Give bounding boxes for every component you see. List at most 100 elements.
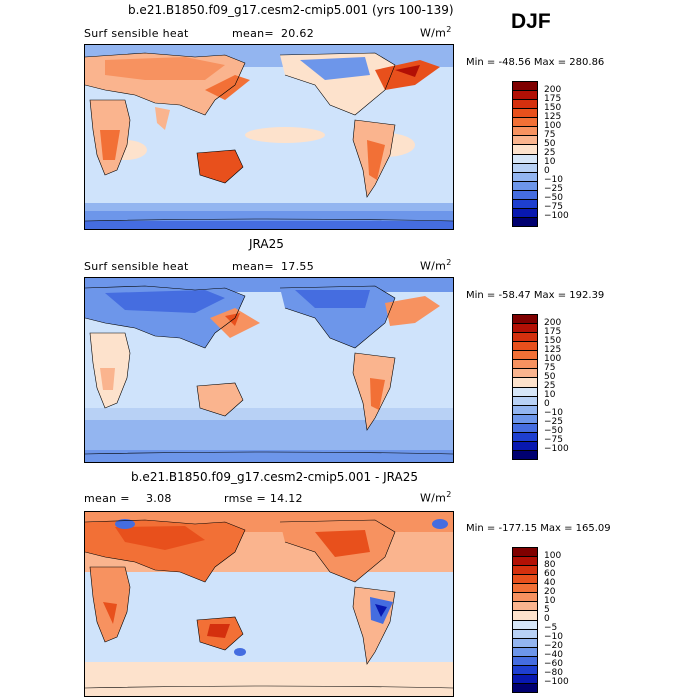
panel3-colorbar (512, 547, 538, 693)
colorbar-swatch (513, 656, 537, 666)
colorbar-tick-label: −10 (544, 407, 563, 418)
colorbar-swatch (513, 82, 537, 92)
colorbar-tick-label: −100 (544, 210, 569, 221)
panel3-mean-label: mean = (84, 492, 130, 505)
colorbar-swatch (513, 584, 537, 594)
colorbar-swatch (513, 647, 537, 657)
colorbar-tick-label: 100 (544, 120, 562, 131)
panel1-units: W/m2 (420, 25, 452, 40)
colorbar-swatch (513, 208, 537, 218)
panel1-colorbar-labels: 200 175 150 125 100 75 50 25 10 0 −10 −25 −50 −75 −100 (544, 81, 584, 225)
colorbar-swatch (513, 181, 537, 191)
colorbar-tick-label: −100 (544, 676, 569, 687)
colorbar-swatch (513, 620, 537, 630)
panel3-units: W/m2 (420, 490, 452, 505)
colorbar-swatch (513, 450, 537, 459)
colorbar-tick-label: 150 (544, 335, 562, 346)
panel3-map-svg (85, 512, 453, 696)
panel2-colorbar-labels: 200 175 150 125 100 75 50 25 10 0 −10 −25 −50 −75 −100 (544, 314, 584, 458)
colorbar-swatch (513, 109, 537, 119)
colorbar-tick-label: 75 (544, 129, 556, 140)
colorbar-swatch (513, 665, 537, 675)
colorbar-swatch (513, 602, 537, 612)
season-label: DJF (511, 10, 551, 33)
colorbar-tick-label: −60 (544, 658, 563, 669)
colorbar-tick-label: 0 (544, 165, 550, 176)
colorbar-tick-label: −25 (544, 183, 563, 194)
colorbar-swatch (513, 190, 537, 200)
colorbar-tick-label: −75 (544, 201, 563, 212)
colorbar-tick-label: −20 (544, 640, 563, 651)
colorbar-swatch (513, 683, 537, 692)
colorbar-swatch (513, 91, 537, 101)
colorbar-swatch (513, 315, 537, 325)
colorbar-swatch (513, 629, 537, 639)
colorbar-swatch (513, 172, 537, 182)
colorbar-swatch (513, 432, 537, 442)
panel3-mean-value: 3.08 (146, 492, 172, 505)
colorbar-tick-label: 40 (544, 577, 556, 588)
panel2-colorbar (512, 314, 538, 460)
colorbar-tick-label: 25 (544, 380, 556, 391)
colorbar-tick-label: 80 (544, 559, 556, 570)
panel2-map-svg (85, 278, 453, 462)
colorbar-tick-label: −10 (544, 631, 563, 642)
panel1-colorbar (512, 81, 538, 227)
colorbar-tick-label: −10 (544, 174, 563, 185)
colorbar-tick-label: 75 (544, 362, 556, 373)
panel3-colorbar-labels: 100 80 60 40 20 10 5 0 −5 −10 −20 −40 −60 −80 −100 (544, 547, 584, 691)
colorbar-tick-label: −50 (544, 192, 563, 203)
colorbar-tick-label: 10 (544, 156, 556, 167)
colorbar-swatch (513, 199, 537, 209)
colorbar-tick-label: 0 (544, 613, 550, 624)
colorbar-tick-label: 50 (544, 138, 556, 149)
panel3-title: b.e21.B1850.f09_g17.cesm2-cmip5.001 - JR… (131, 470, 418, 484)
colorbar-tick-label: −50 (544, 425, 563, 436)
colorbar-swatch (513, 360, 537, 370)
colorbar-swatch (513, 127, 537, 137)
colorbar-swatch (513, 566, 537, 576)
colorbar-swatch (513, 593, 537, 603)
colorbar-tick-label: 10 (544, 389, 556, 400)
colorbar-swatch (513, 441, 537, 451)
colorbar-tick-label: 100 (544, 353, 562, 364)
colorbar-swatch (513, 145, 537, 155)
panel2-units: W/m2 (420, 258, 452, 273)
colorbar-swatch (513, 414, 537, 424)
panel2-map (84, 277, 454, 463)
colorbar-swatch (513, 396, 537, 406)
colorbar-swatch (513, 674, 537, 684)
colorbar-swatch (513, 557, 537, 567)
panel2-field-label: Surf sensible heat (84, 260, 189, 273)
colorbar-tick-label: 175 (544, 326, 562, 337)
colorbar-tick-label: 10 (544, 595, 556, 606)
panel2-mean-label: mean= (232, 260, 274, 273)
colorbar-tick-label: 100 (544, 550, 562, 561)
colorbar-tick-label: −25 (544, 416, 563, 427)
panel2-title: JRA25 (249, 237, 284, 251)
colorbar-swatch (513, 118, 537, 128)
colorbar-tick-label: −100 (544, 443, 569, 454)
colorbar-swatch (513, 136, 537, 146)
colorbar-swatch (513, 100, 537, 110)
panel2-minmax: Min = -58.47 Max = 192.39 (466, 290, 605, 301)
panel3-map (84, 511, 454, 697)
colorbar-swatch (513, 611, 537, 621)
colorbar-tick-label: 5 (544, 604, 550, 615)
colorbar-swatch (513, 575, 537, 585)
colorbar-swatch (513, 638, 537, 648)
colorbar-tick-label: 200 (544, 84, 562, 95)
panel1-map (84, 44, 454, 230)
colorbar-swatch (513, 405, 537, 415)
colorbar-tick-label: −5 (544, 622, 558, 633)
colorbar-tick-label: 50 (544, 371, 556, 382)
colorbar-tick-label: 175 (544, 93, 562, 104)
panel3-rmse: rmse = 14.12 (224, 492, 303, 505)
panel1-field-label: Surf sensible heat (84, 27, 189, 40)
colorbar-swatch (513, 333, 537, 343)
colorbar-swatch (513, 342, 537, 352)
colorbar-swatch (513, 154, 537, 164)
panel1-title: b.e21.B1850.f09_g17.cesm2-cmip5.001 (yrs… (128, 3, 454, 17)
colorbar-tick-label: 20 (544, 586, 556, 597)
colorbar-swatch (513, 163, 537, 173)
